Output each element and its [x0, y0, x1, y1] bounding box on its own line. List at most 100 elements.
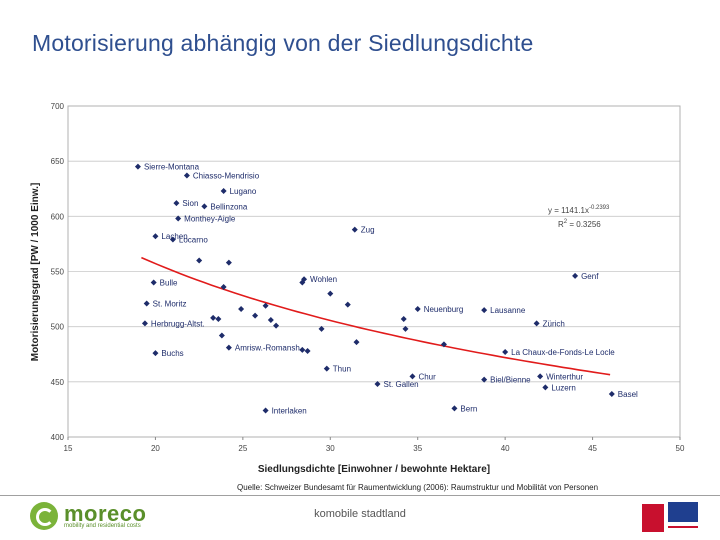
data-point: [252, 312, 259, 319]
data-point: [267, 317, 274, 324]
partner-logo-underline: [668, 526, 698, 528]
data-point: [318, 325, 325, 332]
trend-line: [141, 256, 611, 376]
data-point: [402, 325, 409, 332]
x-tick-label: 45: [588, 444, 597, 453]
data-point: [201, 203, 208, 210]
data-point-label: Genf: [581, 272, 599, 281]
footer-text: komobile stadtland: [314, 508, 406, 520]
data-point: [175, 215, 182, 222]
regression-equation: y = 1141.1x-0.2393: [548, 205, 610, 215]
data-point-label: Bellinzona: [210, 202, 247, 211]
data-point-label: Sion: [182, 199, 198, 208]
data-point: [374, 381, 381, 388]
x-tick-label: 40: [501, 444, 510, 453]
data-point: [414, 306, 421, 313]
data-point-label: Luzern: [551, 383, 575, 392]
data-point-label: Buchs: [161, 349, 183, 358]
data-point-label: Lausanne: [490, 306, 526, 315]
eu-flag-icon: [668, 502, 698, 522]
x-tick-label: 35: [413, 444, 422, 453]
data-point: [210, 314, 217, 321]
data-point-label: Zürich: [543, 319, 565, 328]
data-point: [502, 349, 509, 356]
moreco-logo-icon: [30, 502, 58, 530]
plot-area: [67, 105, 681, 438]
data-point-label: Locarno: [179, 236, 208, 245]
data-point-label: Herbrugg-Altst.: [151, 319, 205, 328]
x-tick-label: 25: [238, 444, 247, 453]
data-point-label: Interlaken: [272, 407, 307, 416]
data-point: [215, 315, 222, 322]
data-point: [141, 320, 148, 327]
data-point: [533, 320, 540, 327]
moreco-logo-text: moreco: [64, 501, 147, 526]
data-point: [351, 226, 358, 233]
y-tick-label: 400: [51, 433, 65, 442]
data-points: [134, 163, 615, 414]
data-point: [353, 339, 360, 346]
y-tick-label: 500: [51, 323, 65, 332]
data-point-label: La Chaux-de-Fonds-Le Locle: [511, 348, 615, 357]
data-point: [481, 376, 488, 383]
source-note: Quelle: Schweizer Bundesamt für Raumentw…: [237, 483, 599, 492]
r-squared: R2 = 0.3256: [558, 219, 601, 229]
data-point-label: Winterthur: [546, 372, 583, 381]
data-point: [134, 163, 141, 170]
data-point-label: Monthey-Aigle: [184, 215, 236, 224]
y-tick-label: 550: [51, 268, 65, 277]
data-point: [537, 373, 544, 380]
x-tick-label: 50: [676, 444, 685, 453]
y-axis-title: Motorisierungsgrad [PW / 1000 Einw.]: [30, 183, 41, 362]
data-point-label: Bulle: [160, 279, 178, 288]
data-point-label: Zug: [361, 226, 375, 235]
data-point: [169, 236, 176, 243]
data-point: [542, 384, 549, 391]
plot-border: [67, 105, 681, 438]
interreg-logo-icon: [642, 504, 664, 532]
data-point-label: Biel/Bienne: [490, 376, 531, 385]
data-point: [304, 347, 311, 354]
data-point-label: Chur: [418, 372, 436, 381]
y-tick-label: 650: [51, 157, 65, 166]
data-point: [400, 315, 407, 322]
data-point-label: Sierre-Montana: [144, 163, 200, 172]
x-axis-ticks: 15 20 25 30 35 40 45 50: [64, 437, 685, 453]
page-title: Motorisierung abhängig von der Siedlungs…: [32, 30, 534, 56]
data-point: [218, 332, 225, 339]
data-point: [225, 259, 232, 266]
y-axis-ticks: 400 450 500 550 600 650 700: [51, 102, 65, 442]
y-tick-label: 700: [51, 102, 65, 111]
x-tick-label: 30: [326, 444, 335, 453]
data-point: [409, 373, 416, 380]
data-point: [220, 187, 227, 194]
data-point: [196, 257, 203, 264]
data-point-label: Wohlen: [310, 275, 337, 284]
data-point: [183, 172, 190, 179]
data-point: [323, 365, 330, 372]
data-point-label: Thun: [333, 365, 351, 374]
footer-divider: [0, 495, 720, 496]
data-point: [481, 307, 488, 314]
data-point: [262, 407, 269, 414]
moreco-logo: moreco mobility and residential costs: [30, 501, 150, 532]
data-point: [299, 279, 306, 286]
scatter-chart: 400 450 500 550 600 650 700 15 20 25 30 35 40 45 50 S…: [30, 102, 685, 475]
data-point: [152, 350, 159, 357]
data-point-label: Basel: [618, 390, 638, 399]
data-point-label: Bern: [460, 404, 477, 413]
data-point: [608, 390, 615, 397]
x-tick-label: 20: [151, 444, 160, 453]
data-point: [344, 301, 351, 308]
data-point-label: St. Gallen: [383, 380, 418, 389]
data-point: [225, 344, 232, 351]
moreco-logo-subtitle: mobility and residential costs: [64, 523, 141, 529]
data-point-label: Neuenburg: [424, 305, 464, 314]
data-point-label: Lugano: [230, 187, 257, 196]
data-point: [273, 322, 280, 329]
data-point-label: St. Moritz: [153, 299, 187, 308]
y-tick-label: 450: [51, 378, 65, 387]
data-point-label: Amrisw.-Romansh.: [235, 344, 302, 353]
data-point: [152, 233, 159, 240]
